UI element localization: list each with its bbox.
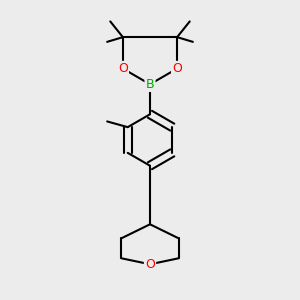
Text: B: B (146, 78, 154, 91)
Text: O: O (118, 62, 128, 75)
Text: O: O (145, 258, 155, 271)
Text: O: O (172, 62, 182, 75)
